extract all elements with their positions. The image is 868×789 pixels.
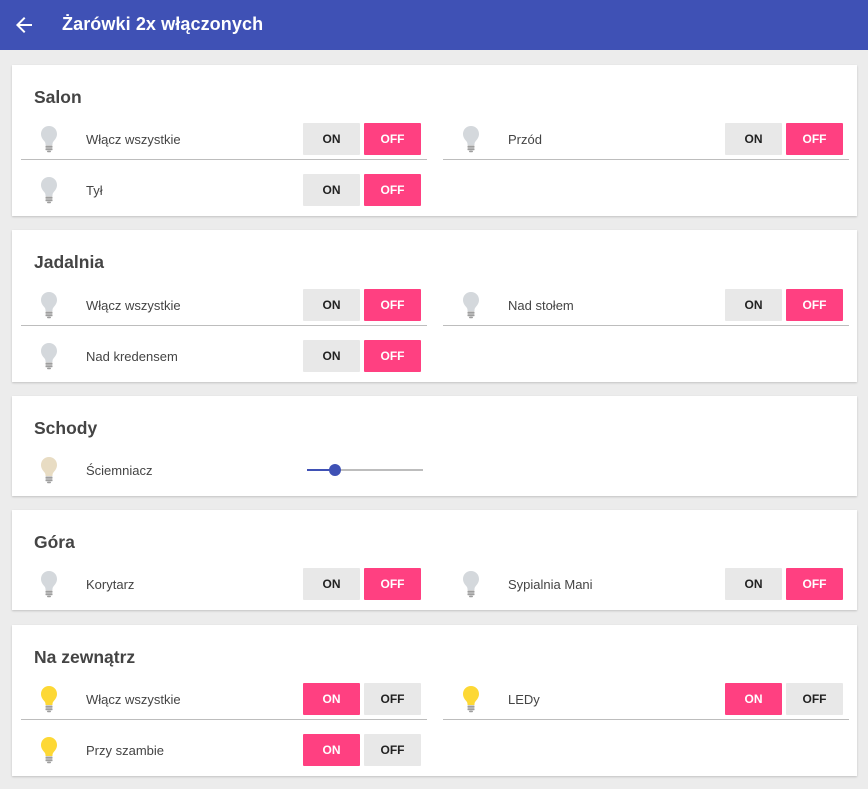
on-button[interactable]: ON <box>303 123 360 155</box>
on-button[interactable]: ON <box>303 568 360 600</box>
light-label: Przód <box>508 132 542 147</box>
on-button[interactable]: ON <box>303 174 360 206</box>
light-row: Nad kredensem ON OFF <box>21 335 427 377</box>
slider-thumb[interactable] <box>328 464 341 476</box>
dimmer-label: Ściemniacz <box>86 463 153 478</box>
light-label: LEDy <box>508 692 540 707</box>
on-button[interactable]: ON <box>725 289 782 321</box>
room-card-na-zewnatrz: Na zewnątrz Włącz wszystkie ON OFF LEDy … <box>12 625 857 776</box>
light-label: Sypialnia Mani <box>508 577 593 592</box>
dimmer-slider[interactable] <box>307 459 423 481</box>
light-row: Przy szambie ON OFF <box>21 729 427 771</box>
light-row: Włącz wszystkie ON OFF <box>21 678 427 720</box>
lightbulb-icon <box>461 125 481 153</box>
room-card-schody: Schody Ściemniacz <box>12 396 857 496</box>
off-button[interactable]: OFF <box>364 340 421 372</box>
light-row: Przód ON OFF <box>443 118 849 160</box>
lightbulb-icon <box>461 685 481 713</box>
light-row: Korytarz ON OFF <box>21 563 427 605</box>
slider-fill <box>307 469 335 471</box>
room-title: Salon <box>34 87 82 107</box>
light-row: Włącz wszystkie ON OFF <box>21 284 427 326</box>
lightbulb-icon <box>39 125 59 153</box>
app-bar: Żarówki 2x włączonych <box>0 0 868 50</box>
on-button[interactable]: ON <box>725 123 782 155</box>
off-button[interactable]: OFF <box>364 734 421 766</box>
arrow-left-icon[interactable] <box>12 13 36 37</box>
page-title: Żarówki 2x włączonych <box>62 14 264 34</box>
light-row: Nad stołem ON OFF <box>443 284 849 326</box>
light-label: Włącz wszystkie <box>86 298 181 313</box>
on-button[interactable]: ON <box>303 340 360 372</box>
off-button[interactable]: OFF <box>364 683 421 715</box>
light-row: Sypialnia Mani ON OFF <box>443 563 849 605</box>
lightbulb-icon <box>39 685 59 713</box>
off-button[interactable]: OFF <box>364 289 421 321</box>
lightbulb-icon <box>39 456 59 484</box>
off-button[interactable]: OFF <box>786 123 843 155</box>
light-label: Przy szambie <box>86 743 165 758</box>
off-button[interactable]: OFF <box>786 568 843 600</box>
light-label: Włącz wszystkie <box>86 692 181 707</box>
room-title: Na zewnątrz <box>34 647 136 667</box>
room-title: Schody <box>34 418 98 438</box>
room-card-gora: Góra Korytarz ON OFF Sypialnia Mani ON O… <box>12 510 857 610</box>
on-button[interactable]: ON <box>303 734 360 766</box>
lightbulb-icon <box>39 291 59 319</box>
light-label: Nad kredensem <box>86 349 178 364</box>
lightbulb-icon <box>39 570 59 598</box>
lightbulb-icon <box>461 570 481 598</box>
on-button[interactable]: ON <box>725 683 782 715</box>
on-button[interactable]: ON <box>303 289 360 321</box>
lightbulb-icon <box>39 176 59 204</box>
lightbulb-icon <box>461 291 481 319</box>
light-row: LEDy ON OFF <box>443 678 849 720</box>
on-button[interactable]: ON <box>725 568 782 600</box>
off-button[interactable]: OFF <box>786 289 843 321</box>
light-row: Tył ON OFF <box>21 169 427 211</box>
off-button[interactable]: OFF <box>364 174 421 206</box>
slider-track <box>307 469 423 471</box>
room-card-jadalnia: Jadalnia Włącz wszystkie ON OFF Nad stoł… <box>12 230 857 382</box>
lightbulb-icon <box>39 342 59 370</box>
dimmer-row: Ściemniacz <box>21 449 427 491</box>
light-label: Nad stołem <box>508 298 574 313</box>
room-card-salon: Salon Włącz wszystkie ON OFF Przód ON OF… <box>12 65 857 216</box>
off-button[interactable]: OFF <box>364 123 421 155</box>
lightbulb-icon <box>39 736 59 764</box>
off-button[interactable]: OFF <box>786 683 843 715</box>
light-label: Tył <box>86 183 103 198</box>
on-button[interactable]: ON <box>303 683 360 715</box>
light-label: Korytarz <box>86 577 135 592</box>
light-row: Włącz wszystkie ON OFF <box>21 118 427 160</box>
room-title: Jadalnia <box>34 252 105 272</box>
room-title: Góra <box>34 532 75 552</box>
off-button[interactable]: OFF <box>364 568 421 600</box>
light-label: Włącz wszystkie <box>86 132 181 147</box>
